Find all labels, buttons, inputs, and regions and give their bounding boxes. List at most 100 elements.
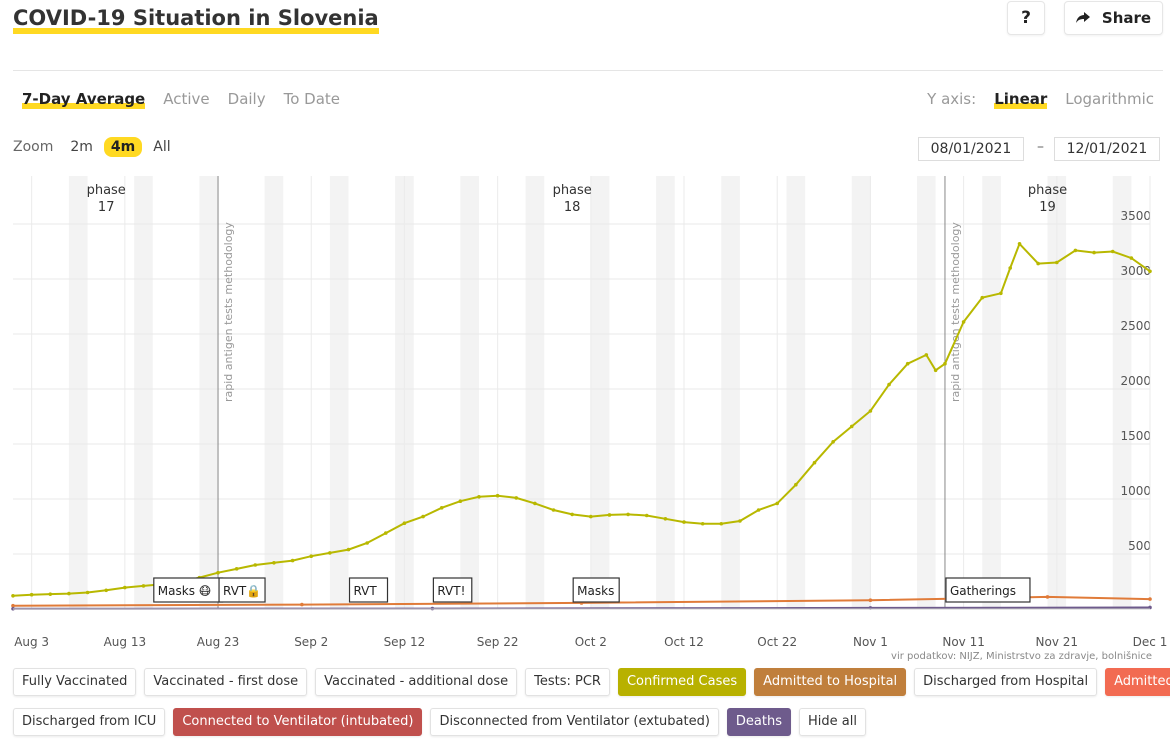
zoom-4m[interactable]: 4m [103,137,143,157]
legend-tests-pcr-button[interactable]: Tests: PCR [525,668,610,696]
x-tick-label: Nov 21 [1036,635,1079,649]
yaxis-linear-option[interactable]: Linear [994,89,1048,109]
weekend-band [134,176,153,609]
legend-deaths-button[interactable]: Deaths [726,708,791,736]
weekend-band [525,176,545,609]
mode-tabs: 7-Day Average Active Daily To Date [22,89,340,109]
annotation-rect [432,577,473,603]
legend-vaccinated-first-dose-button[interactable]: Vaccinated - first dose [144,668,308,696]
x-tick-label: Sep 12 [384,635,426,649]
tab-7day-average[interactable]: 7-Day Average [22,89,146,109]
data-point-confirmed-cases [290,558,295,563]
annotation-box[interactable]: Masks 😷 [153,577,224,603]
legend-disconnected-from-ventilator-extubated-button[interactable]: Disconnected from Ventilator (extubated) [430,708,719,736]
data-point-confirmed-cases [346,547,351,552]
data-point-confirmed-cases [253,563,258,567]
zoom-selector: Zoom 2m 4m All [13,137,178,157]
tab-daily[interactable]: Daily [227,90,266,108]
x-tick-label: Aug 13 [104,635,147,649]
annotation-box[interactable]: RVT🔒 [218,577,266,603]
legend-hide-all-button[interactable]: Hide all [799,708,866,736]
legend-connected-to-ventilator-intubated-button[interactable]: Connected to Ventilator (intubated) [173,708,423,736]
data-point-confirmed-cases [533,501,537,506]
y-tick-label: 2500 [1120,319,1151,333]
data-point-admitted-to-hospital [868,598,873,602]
share-icon [1075,12,1090,23]
legend-confirmed-cases-button[interactable]: Confirmed Cases [617,668,747,696]
page-title: COVID-19 Situation in Slovenia [13,4,379,34]
data-point-confirmed-cases [439,506,444,510]
data-point-admitted-to-hospital [300,602,304,607]
data-point-confirmed-cases [1036,261,1040,266]
annotation-rect [218,577,266,603]
header-divider [13,70,1163,71]
help-button[interactable]: ? [1007,1,1045,35]
data-source: vir podatkov: NIJZ, Ministrstvo za zdrav… [891,651,1152,662]
legend-admitted-to-hospital-button[interactable]: Admitted to Hospital [754,668,907,696]
tab-to-date[interactable]: To Date [283,90,341,108]
data-point-confirmed-cases [495,493,500,498]
annotation-label: RVT🔒 [223,584,261,598]
data-point-confirmed-cases [738,519,742,523]
weekend-band [590,176,610,609]
data-point-confirmed-cases [1055,260,1059,265]
data-point-confirmed-cases [29,592,34,597]
phase-boundary-label: rapid antigen tests methodology [949,222,962,402]
annotation-box[interactable]: RVT! [432,577,473,603]
weekend-band [1112,176,1132,609]
share-button[interactable]: Share [1064,1,1163,35]
data-point-confirmed-cases [309,554,314,558]
data-point-confirmed-cases [700,521,705,526]
yaxis-log-option[interactable]: Logarithmic [1065,90,1154,108]
data-point-confirmed-cases [421,514,425,519]
annotation-rect [945,577,1031,603]
share-label: Share [1101,9,1152,27]
data-point-confirmed-cases [458,499,463,504]
x-tick-label: Aug 23 [197,635,240,649]
data-point-confirmed-cases [1092,250,1096,255]
zoom-2m[interactable]: 2m [70,139,93,155]
legend-vaccinated-additional-dose-button[interactable]: Vaccinated - additional dose [315,668,518,696]
annotation-box[interactable]: Masks [572,577,620,603]
legend-fully-vaccinated-button[interactable]: Fully Vaccinated [13,668,137,696]
data-point-confirmed-cases [644,513,649,518]
zoom-all[interactable]: All [153,139,171,155]
date-from-input[interactable]: 08/01/2021 [918,137,1024,161]
data-point-confirmed-cases [1008,266,1013,270]
chart[interactable]: 500 1000 1500 2000 2500 3000 3500 Aug 3 Aug 13 Au… [0,172,1170,650]
data-point-confirmed-cases [570,512,574,517]
data-point-confirmed-cases [104,588,108,593]
data-point-confirmed-cases [48,592,53,596]
data-point-confirmed-cases [216,570,220,575]
legend-discharged-from-icu-button[interactable]: Discharged from ICU [13,708,166,736]
data-point-confirmed-cases [11,594,15,598]
x-tick-label: Nov 1 [853,635,888,649]
data-point-admitted-to-hospital [1148,597,1152,601]
data-point-confirmed-cases [85,590,90,595]
series-line-admitted-to-hospital [12,595,1151,607]
weekend-band [982,176,1001,609]
series-line-confirmed-cases [12,241,1151,597]
weekend-band [656,176,675,609]
data-point-confirmed-cases [402,521,407,525]
weekend-band [460,176,479,609]
yaxis-selector: Y axis: Linear Logarithmic [927,89,1154,109]
phase-number: 18 [564,200,581,215]
data-point-admitted-to-hospital [1045,595,1050,599]
annotation-rect [572,577,620,603]
weekend-band [329,176,349,609]
tab-active[interactable]: Active [163,90,210,108]
data-point-confirmed-cases [999,291,1003,296]
date-to-input[interactable]: 12/01/2021 [1054,137,1160,161]
data-point-confirmed-cases [933,368,938,373]
date-separator: – [1037,139,1044,155]
y-tick-label: 3500 [1120,209,1151,223]
legend-discharged-from-hospital-button[interactable]: Discharged from Hospital [914,668,1098,696]
annotation-box[interactable]: Gatherings [945,577,1031,603]
annotation-box[interactable]: RVT [348,577,389,603]
data-point-confirmed-cases [794,482,798,487]
data-point-confirmed-cases [980,295,985,300]
annotation-label: RVT! [437,584,465,598]
legend-admitted-to-icu-button[interactable]: Admitted to ICU [1105,668,1170,696]
data-point-confirmed-cases [589,514,593,519]
